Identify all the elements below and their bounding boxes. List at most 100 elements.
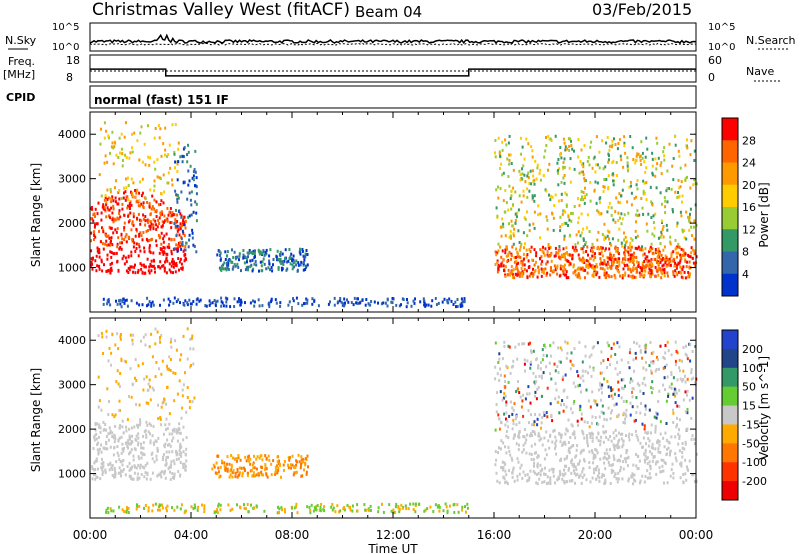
- echo-cell: [630, 245, 633, 249]
- echo-cell: [539, 248, 542, 252]
- echo-cell: [642, 366, 645, 370]
- echo-cell: [284, 510, 286, 514]
- echo-cell: [290, 252, 293, 256]
- echo-cell: [686, 393, 688, 397]
- echo-cell: [143, 265, 146, 269]
- echo-cell: [619, 454, 622, 458]
- echo-cell: [597, 230, 600, 234]
- echo-cell: [221, 301, 224, 305]
- echo-cell: [115, 230, 118, 234]
- echo-cell: [105, 428, 108, 432]
- echo-cell: [519, 395, 522, 399]
- echo-cell: [539, 367, 542, 371]
- echo-cell: [96, 264, 99, 268]
- echo-cell: [97, 450, 100, 454]
- echo-cell: [537, 265, 540, 269]
- echo-cell: [459, 305, 462, 308]
- echo-cell: [98, 435, 100, 439]
- echo-cell: [159, 266, 162, 270]
- echo-cell: [694, 381, 697, 385]
- echo-cell: [563, 141, 566, 145]
- echo-cell: [648, 259, 650, 263]
- echo-cell: [174, 160, 177, 164]
- echo-cell: [110, 239, 112, 243]
- echo-cell: [587, 259, 590, 263]
- freq-panel: Freq. [MHz] 18 8 60 0 Nave: [3, 54, 780, 84]
- echo-cell: [153, 266, 156, 270]
- echo-cell: [675, 349, 678, 353]
- echo-cell: [562, 161, 565, 164]
- echo-cell: [114, 469, 117, 473]
- echo-cell: [645, 255, 648, 259]
- echo-cell: [549, 194, 552, 198]
- echo-cell: [508, 449, 511, 453]
- echo-cell: [305, 470, 308, 474]
- echo-cell: [520, 242, 523, 246]
- echo-cell: [643, 252, 646, 256]
- echo-cell: [562, 474, 565, 477]
- echo-cell: [100, 450, 103, 454]
- echo-cell: [436, 505, 439, 509]
- echo-cell: [230, 454, 233, 457]
- echo-cell: [162, 400, 165, 404]
- echo-cell: [497, 413, 500, 417]
- echo-cell: [300, 260, 303, 264]
- echo-cell: [499, 225, 502, 229]
- echo-cell: [571, 147, 574, 151]
- echo-cell: [618, 138, 621, 142]
- echo-cell: [631, 387, 634, 391]
- echo-cell: [689, 153, 692, 157]
- echo-cell: [104, 447, 107, 451]
- echo-cell: [441, 300, 444, 304]
- echo-cell: [169, 166, 172, 170]
- echo-cell: [219, 508, 222, 512]
- echo-cell: [116, 451, 119, 455]
- echo-cell: [528, 274, 531, 278]
- echo-cell: [158, 508, 161, 512]
- echo-cell: [464, 505, 466, 509]
- echo-cell: [497, 185, 499, 189]
- colorbar-frame: [721, 117, 739, 297]
- echo-cell: [671, 208, 674, 211]
- echo-cell: [516, 414, 518, 418]
- echo-cell: [608, 394, 611, 398]
- echo-cell: [646, 229, 649, 233]
- echo-cell: [177, 298, 180, 302]
- echo-cell: [508, 159, 511, 162]
- echo-cell: [518, 429, 521, 433]
- echo-cell: [565, 276, 568, 280]
- echo-cell: [614, 276, 617, 280]
- echo-cell: [644, 430, 647, 434]
- echo-cell: [620, 358, 623, 362]
- echo-cell: [562, 165, 565, 169]
- echo-cell: [104, 195, 107, 199]
- nave-tick-bottom: 0: [708, 71, 715, 84]
- echo-cell: [111, 413, 114, 417]
- echo-cell: [653, 455, 656, 459]
- echo-cell: [663, 357, 666, 361]
- echo-cell: [528, 434, 531, 438]
- echo-cell: [684, 163, 687, 167]
- echo-cell: [155, 200, 158, 204]
- echo-cell: [686, 260, 689, 264]
- echo-cell: [252, 466, 255, 470]
- echo-cell: [294, 466, 297, 470]
- echo-cell: [546, 386, 549, 390]
- echo-cell: [218, 475, 221, 479]
- echo-cell: [236, 300, 239, 304]
- echo-cell: [674, 238, 677, 242]
- echo-cell: [614, 143, 617, 146]
- echo-cell: [226, 250, 229, 253]
- echo-cell: [645, 222, 648, 226]
- echo-cell: [674, 261, 677, 265]
- echo-cell: [567, 441, 570, 444]
- echo-cell: [388, 503, 391, 507]
- colorbar-tick: -100: [742, 456, 767, 469]
- echo-cell: [642, 212, 645, 216]
- echo-cell: [262, 257, 265, 261]
- echo-cell: [649, 467, 652, 471]
- echo-cell: [255, 504, 258, 508]
- echo-cell: [576, 419, 579, 423]
- echo-cell: [569, 367, 572, 371]
- echo-cell: [448, 504, 451, 508]
